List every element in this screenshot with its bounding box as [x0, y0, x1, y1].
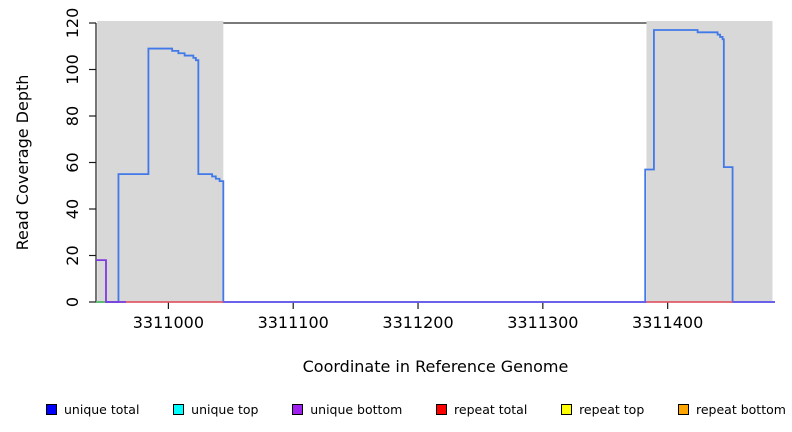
- y-tick-label: 120: [63, 8, 82, 39]
- y-tick-label: 20: [63, 245, 82, 265]
- legend-item-unique-total: unique total: [46, 402, 139, 417]
- legend-swatch-unique-top: [173, 403, 185, 415]
- x-tick-label: 3311200: [382, 313, 453, 332]
- y-tick-label: 100: [63, 54, 82, 85]
- y-tick-label: 60: [63, 152, 82, 172]
- legend-swatch-unique-bottom: [292, 403, 304, 415]
- x-tick-label: 3311400: [632, 313, 703, 332]
- legend-label: repeat top: [579, 401, 645, 417]
- legend: unique total unique top unique bottom repea…: [46, 399, 786, 419]
- legend-item-repeat-total: repeat total: [436, 402, 527, 417]
- y-tick-label: 80: [63, 106, 82, 126]
- series-unique-total: [96, 29, 775, 303]
- y-tick-label: 0: [63, 297, 82, 307]
- x-tick-label: 3311100: [258, 313, 329, 332]
- legend-label: unique total: [64, 401, 140, 417]
- legend-label: unique bottom: [310, 401, 403, 417]
- series-unique-bottom: [96, 259, 126, 303]
- x-tick-label: 3311000: [133, 313, 204, 332]
- legend-swatch-repeat-top: [561, 403, 573, 415]
- coverage-plot-canvas: 0 20 40 60 80 100 120 3311000 3311100 3311200 3311…: [13, 8, 775, 376]
- repeat-region: [97, 21, 224, 302]
- legend-swatch-unique-total: [46, 403, 57, 415]
- legend-item-unique-top: unique top: [173, 402, 258, 417]
- x-tick-label: 3311300: [507, 313, 578, 332]
- y-axis-title: Read Coverage Depth: [13, 75, 32, 251]
- legend-item-repeat-bottom: repeat bottom: [678, 402, 786, 417]
- legend-item-repeat-top: repeat top: [561, 402, 644, 417]
- legend-item-unique-bottom: unique bottom: [292, 402, 402, 417]
- legend-label: repeat bottom: [696, 401, 786, 417]
- repeat-region: [646, 21, 773, 302]
- legend-label: unique top: [191, 401, 259, 417]
- legend-swatch-repeat-total: [436, 403, 448, 415]
- y-tick-label: 40: [63, 199, 82, 219]
- legend-swatch-repeat-bottom: [678, 403, 689, 415]
- x-axis-title: Coordinate in Reference Genome: [303, 357, 569, 376]
- legend-label: repeat total: [454, 401, 528, 417]
